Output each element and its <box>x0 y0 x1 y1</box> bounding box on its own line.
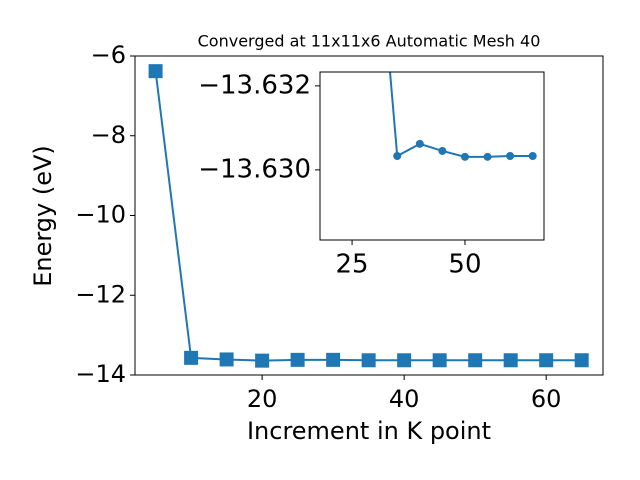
plot-area <box>148 64 589 368</box>
data-point <box>148 64 163 79</box>
y-tick-label: −6 <box>91 41 126 69</box>
x-tick-label: 40 <box>389 385 420 413</box>
data-point <box>393 152 402 160</box>
data-point <box>326 352 341 367</box>
data-point <box>255 353 270 368</box>
y-tick-label: −14 <box>75 360 126 388</box>
y-axis-label: Energy (eV) <box>29 145 57 287</box>
x-tick-label: 50 <box>448 250 481 280</box>
data-point <box>468 353 483 368</box>
y-tick-label: −13.632 <box>198 70 311 100</box>
data-point <box>361 353 376 368</box>
data-point <box>438 146 447 155</box>
x-tick-label: 60 <box>531 385 562 413</box>
data-point <box>460 152 469 161</box>
y-tick-label: −8 <box>91 121 126 149</box>
data-point <box>432 353 447 368</box>
x-tick-label: 20 <box>247 385 278 413</box>
x-axis-label: Increment in K point <box>247 417 491 445</box>
data-point <box>574 353 589 368</box>
y-tick-label: −12 <box>75 280 126 308</box>
plot-area <box>389 72 537 161</box>
x-tick-label: 25 <box>336 250 369 280</box>
axes-frame <box>134 55 604 376</box>
axes-frame <box>319 71 545 241</box>
data-point <box>184 350 199 365</box>
data-point <box>503 353 518 368</box>
chart-title: Converged at 11x11x6 Automatic Mesh 40 <box>198 32 541 51</box>
data-point <box>539 353 554 368</box>
y-tick-label: −10 <box>75 201 126 229</box>
data-point <box>528 152 537 160</box>
data-point <box>415 139 424 148</box>
data-point <box>483 152 492 161</box>
data-point <box>506 152 515 160</box>
data-point <box>290 352 305 367</box>
y-tick-label: −13.630 <box>198 154 311 184</box>
data-point <box>219 352 234 367</box>
data-point <box>397 353 412 368</box>
